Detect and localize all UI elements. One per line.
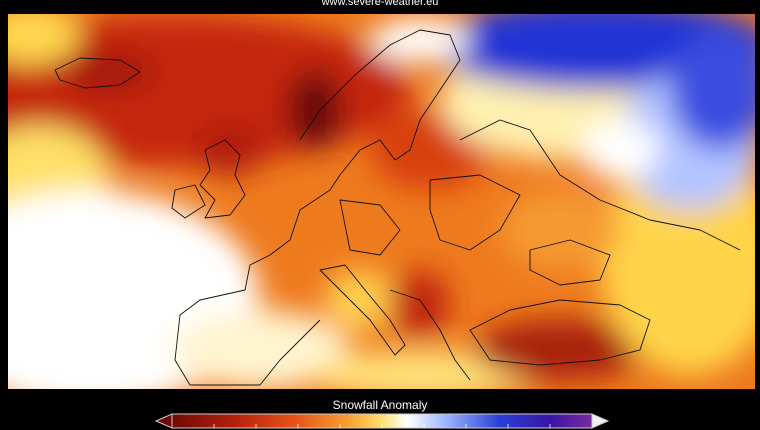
colorbar — [154, 413, 610, 429]
colorbar-ticks — [213, 424, 551, 428]
source-label: www.severe-weather.eu — [321, 0, 439, 8]
colorbar-high-end — [591, 413, 610, 429]
legend-title: Snowfall Anomaly — [333, 398, 428, 412]
anomaly-field — [8, 14, 755, 389]
coastlines — [54, 29, 741, 386]
field-blobs — [8, 14, 755, 389]
